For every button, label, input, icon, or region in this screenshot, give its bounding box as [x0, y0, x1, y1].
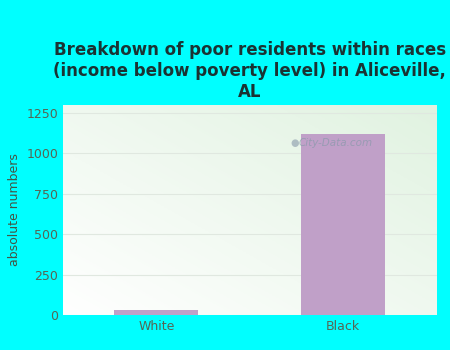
Bar [301, 134, 385, 315]
Title: Breakdown of poor residents within races
(income below poverty level) in Alicevi: Breakdown of poor residents within races… [53, 41, 446, 101]
Bar [114, 310, 198, 315]
Text: ●: ● [290, 138, 299, 148]
Y-axis label: absolute numbers: absolute numbers [8, 154, 21, 266]
Text: City-Data.com: City-Data.com [299, 138, 373, 148]
